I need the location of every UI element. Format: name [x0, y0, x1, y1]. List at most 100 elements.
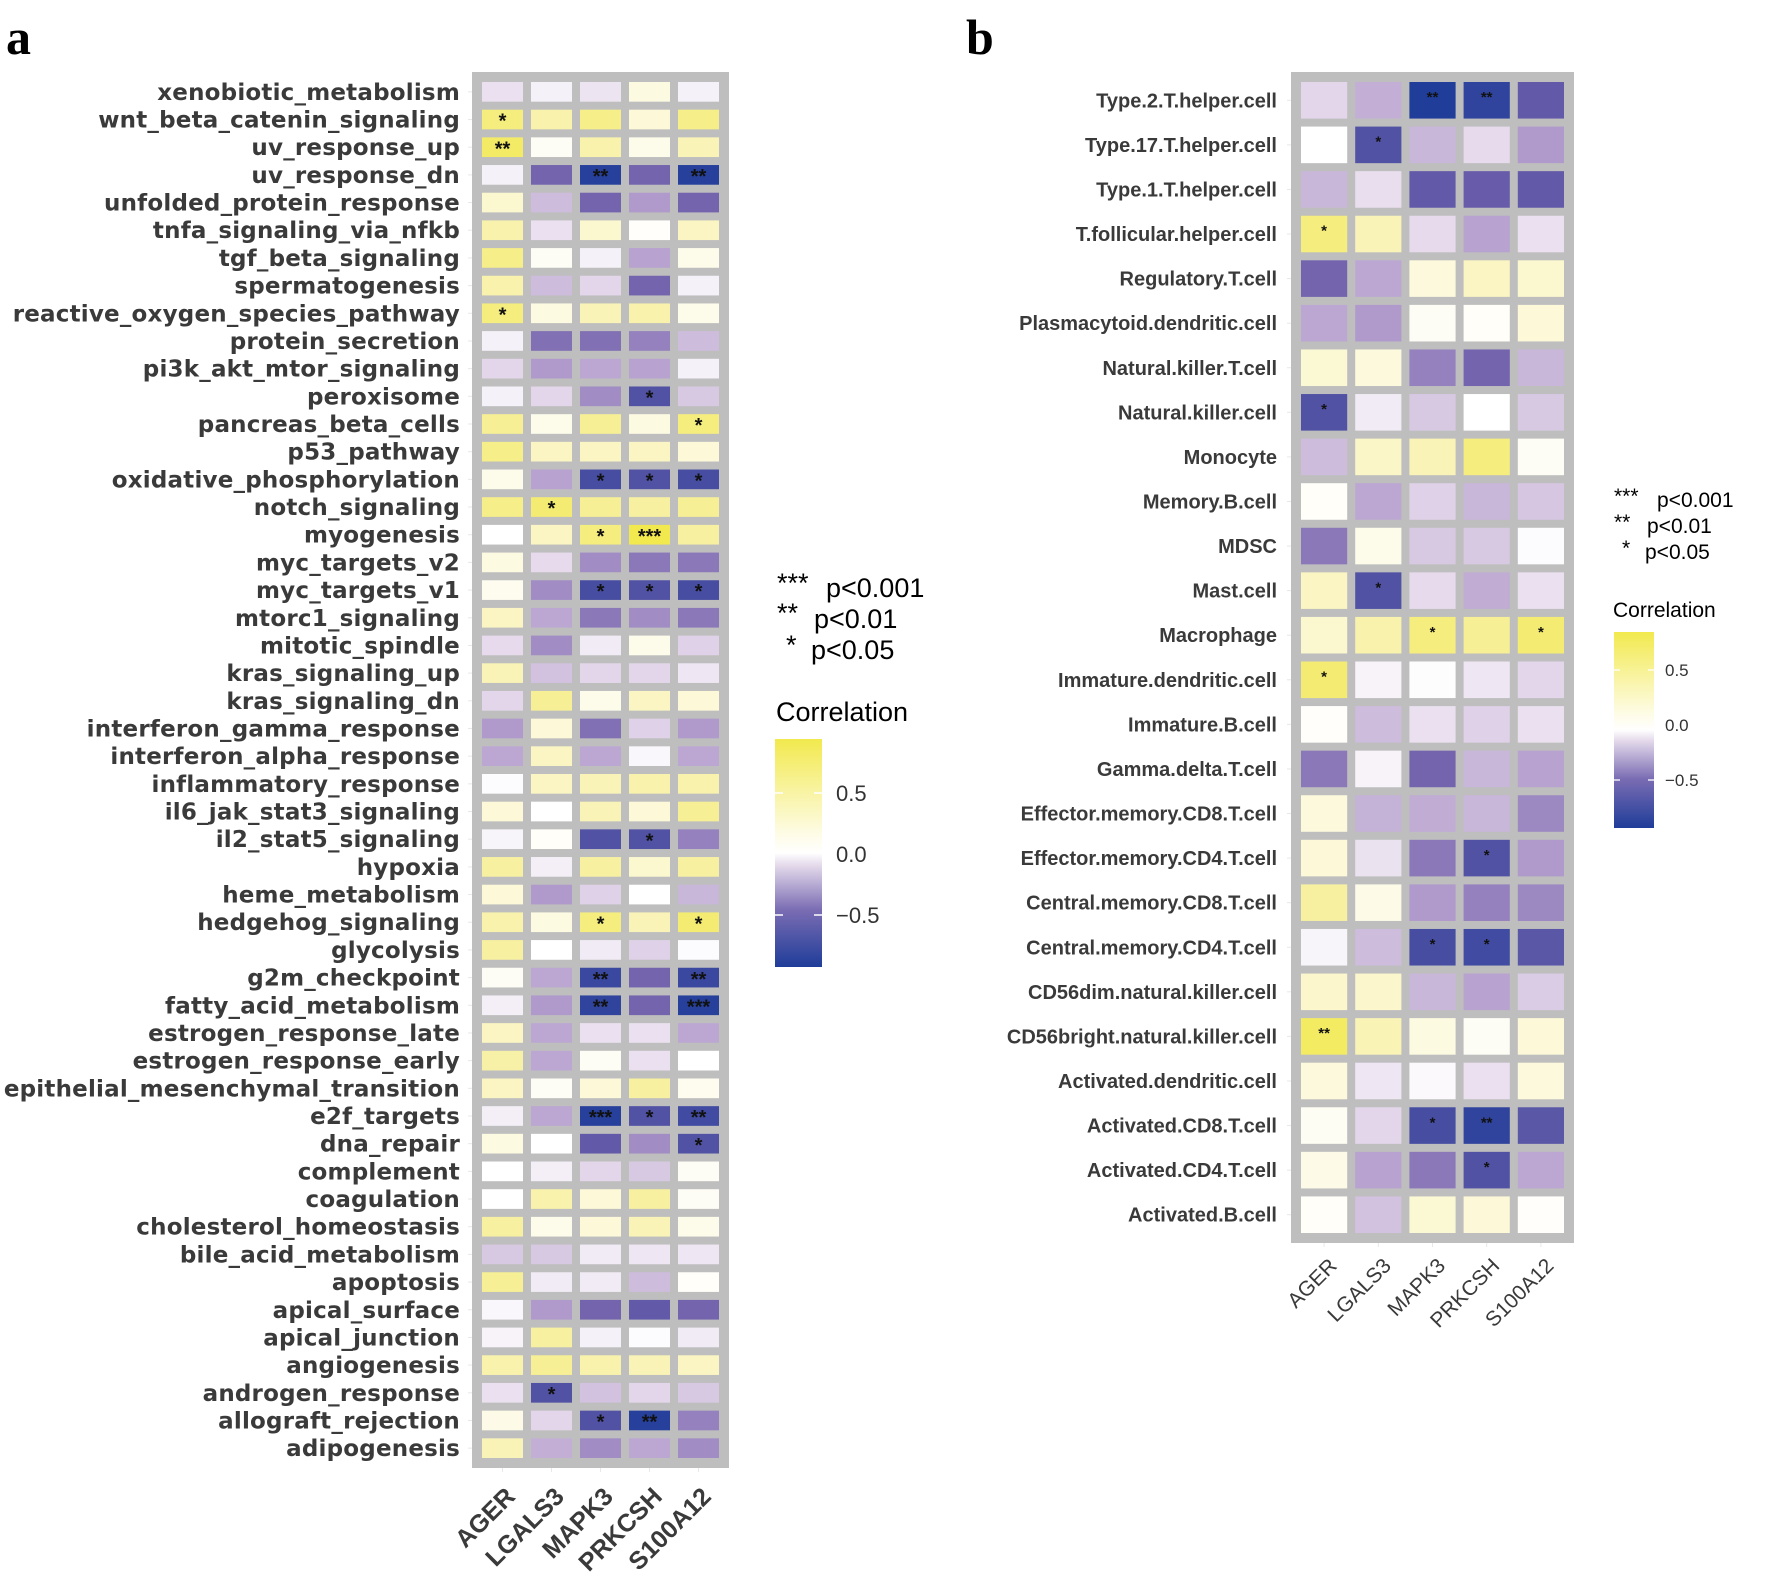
significance-mark: ** — [1318, 1025, 1330, 1042]
heatmap-cell — [678, 358, 719, 379]
heatmap-cell — [482, 1382, 523, 1403]
row-label: e2f_targets — [310, 1104, 460, 1130]
row-label: notch_signaling — [254, 495, 460, 521]
heatmap-cell — [531, 884, 572, 905]
heatmap-cell — [678, 414, 719, 434]
heatmap-cell — [580, 358, 621, 379]
heatmap-cell — [678, 1078, 719, 1099]
significance-mark: ** — [593, 996, 609, 1018]
heatmap-cell — [1463, 304, 1510, 342]
row-label: Activated.dendritic.cell — [1058, 1071, 1277, 1093]
heatmap-cell — [1409, 1018, 1456, 1055]
significance-mark: * — [1538, 624, 1544, 641]
heatmap-cell — [1463, 973, 1510, 1011]
row-label: Plasmacytoid.dendritic.cell — [1019, 313, 1277, 335]
heatmap-cell — [678, 220, 719, 241]
panel-label-a: a — [6, 9, 31, 65]
significance-mark: * — [597, 1412, 605, 1434]
heatmap-cell — [629, 331, 670, 351]
heatmap-cell — [1301, 82, 1348, 119]
heatmap-cell — [482, 552, 523, 573]
heatmap-cell — [678, 1327, 719, 1348]
heatmap-cell — [1517, 706, 1564, 743]
heatmap-cell — [1517, 928, 1564, 966]
heatmap-cell — [629, 690, 670, 711]
heatmap-cell — [1301, 394, 1348, 431]
heatmap-cell — [531, 995, 572, 1016]
heatmap-cell — [531, 1355, 572, 1375]
heatmap-cell — [629, 220, 670, 241]
heatmap-cell — [531, 1189, 572, 1209]
heatmap-cell — [482, 1272, 523, 1292]
heatmap-cell — [580, 1299, 621, 1320]
row-label: p53_pathway — [287, 440, 460, 466]
heatmap-cell — [531, 1382, 572, 1403]
heatmap-cell — [1409, 171, 1456, 208]
heatmap-cell — [678, 524, 719, 545]
heatmap-cell — [629, 1133, 670, 1154]
heatmap-cell — [629, 109, 670, 130]
heatmap-cell — [678, 82, 719, 102]
heatmap-cell — [580, 1106, 621, 1126]
significance-mark: * — [646, 830, 654, 852]
heatmap-cell — [678, 1161, 719, 1182]
heatmap-cell — [629, 1327, 670, 1348]
heatmap-cell — [629, 1161, 670, 1182]
significance-mark: *** — [638, 526, 662, 548]
heatmap-cell — [1301, 171, 1348, 208]
heatmap-cell — [1409, 661, 1456, 699]
sig-key-label: p<0.001 — [1657, 489, 1734, 512]
heatmap-cell — [1463, 1107, 1510, 1144]
heatmap-cell — [531, 912, 572, 933]
heatmap-cell — [482, 248, 523, 268]
heatmap-cell — [1355, 884, 1402, 921]
row-label: apical_surface — [273, 1298, 460, 1324]
heatmap-cell — [629, 358, 670, 379]
heatmap-cell — [580, 580, 621, 600]
heatmap-cell — [1355, 215, 1402, 253]
heatmap-cell — [1301, 126, 1348, 164]
row-label: Type.1.T.helper.cell — [1096, 179, 1277, 201]
heatmap-cell — [580, 1382, 621, 1403]
heatmap-cell — [482, 524, 523, 545]
heatmap-cell — [1517, 394, 1564, 431]
heatmap-cell — [678, 441, 719, 462]
heatmap-cell — [580, 192, 621, 213]
row-label: heme_metabolism — [222, 883, 460, 909]
heatmap-cell — [482, 690, 523, 711]
heatmap-cell — [1301, 349, 1348, 387]
heatmap-cell — [678, 580, 719, 600]
heatmap-cell — [678, 690, 719, 711]
heatmap-cell — [678, 635, 719, 656]
heatmap-cell — [629, 829, 670, 850]
row-label: hedgehog_signaling — [197, 910, 460, 936]
heatmap-cell — [1355, 572, 1402, 609]
row-label: interferon_gamma_response — [87, 716, 460, 742]
heatmap-cell — [531, 441, 572, 462]
significance-mark: * — [646, 387, 654, 409]
heatmap-cell — [482, 1327, 523, 1348]
heatmap-cell — [531, 192, 572, 213]
heatmap-cell — [1355, 260, 1402, 297]
row-label: il6_jak_stat3_signaling — [165, 800, 460, 826]
row-label: Activated.CD8.T.cell — [1087, 1116, 1277, 1138]
heatmap-cell — [531, 386, 572, 407]
heatmap-cell — [1517, 1151, 1564, 1189]
heatmap-cell — [531, 552, 572, 573]
heatmap-cell — [482, 82, 523, 102]
heatmap-cell — [629, 1078, 670, 1099]
heatmap-cell — [678, 995, 719, 1016]
heatmap-cell — [482, 414, 523, 434]
heatmap-cell — [482, 801, 523, 822]
heatmap-cell — [1517, 1196, 1564, 1233]
heatmap-cell — [580, 635, 621, 656]
row-label: Effector.memory.CD4.T.cell — [1021, 848, 1277, 870]
sig-key-stars: * — [1622, 537, 1630, 560]
significance-mark: * — [1430, 624, 1436, 641]
row-label: Mast.cell — [1193, 581, 1277, 603]
heatmap-cell — [531, 580, 572, 600]
significance-mark: * — [695, 1135, 703, 1157]
row-label: tnfa_signaling_via_nfkb — [153, 218, 460, 244]
heatmap-cell — [629, 857, 670, 877]
heatmap-cell — [482, 718, 523, 739]
